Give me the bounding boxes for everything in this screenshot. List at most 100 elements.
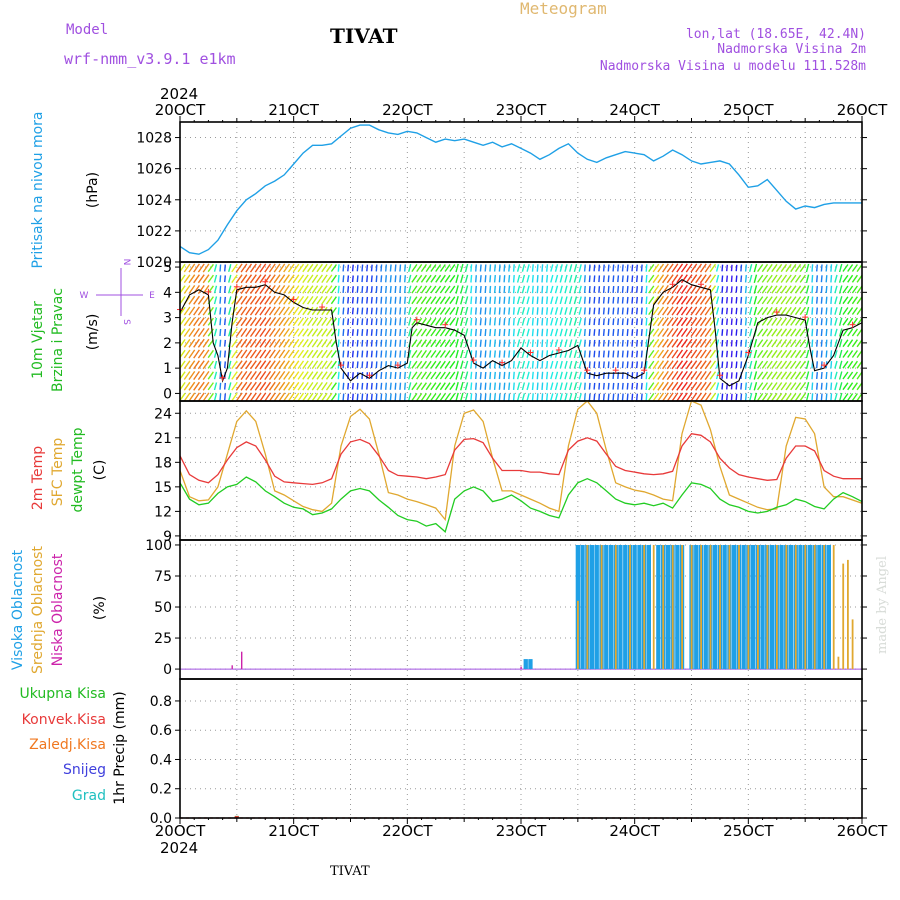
cloud-ytick-label: 100 xyxy=(145,538,172,554)
wind-barb xyxy=(578,393,582,401)
x-tick-label-bottom: 26OCT xyxy=(837,822,888,840)
wind-barb xyxy=(617,350,620,358)
wind-barb xyxy=(805,296,810,305)
wind-barb xyxy=(287,360,295,370)
wind-barb xyxy=(612,275,615,283)
wind-barb xyxy=(648,339,655,348)
wind-barb xyxy=(375,286,378,293)
wind-barb xyxy=(404,350,406,358)
wind-barb xyxy=(489,350,492,358)
wind-barb xyxy=(785,317,792,326)
wind-barb xyxy=(554,296,559,305)
wind-barb xyxy=(785,392,792,402)
wind-barb xyxy=(607,329,610,336)
wind-barb xyxy=(325,306,333,316)
wind-barb xyxy=(799,382,806,391)
wind-barb xyxy=(744,296,747,304)
wind-barb xyxy=(321,285,328,294)
wind-barb xyxy=(564,264,568,272)
wind-barb xyxy=(416,339,423,348)
wind-barb xyxy=(278,317,286,327)
wind-barb xyxy=(676,328,684,337)
wind-barb xyxy=(685,274,693,284)
wind-barb xyxy=(278,349,286,359)
wind-barb xyxy=(416,274,423,283)
cloud-ytick-label: 0 xyxy=(163,662,172,678)
wind-barb xyxy=(730,372,733,379)
wind-barb xyxy=(460,339,464,348)
wind-barb xyxy=(503,296,506,304)
wind-barb xyxy=(297,360,305,370)
wind-barb xyxy=(740,307,743,315)
wind-barb xyxy=(249,392,257,402)
wind-barb xyxy=(245,328,253,337)
wind-barb xyxy=(715,382,720,391)
wind-barb xyxy=(578,328,582,337)
wind-barb xyxy=(321,349,328,359)
wind-barb xyxy=(766,371,773,380)
wind-barb xyxy=(775,317,783,326)
wind-barb xyxy=(671,263,679,273)
wind-barb xyxy=(842,360,849,369)
wind-barb xyxy=(847,285,854,294)
wind-barb xyxy=(690,306,698,316)
x-tick-label-bottom: 22OCT xyxy=(382,822,433,840)
wind-barb xyxy=(531,393,534,401)
wind-barb xyxy=(435,371,442,380)
wind-barb xyxy=(573,360,578,369)
wind-barb xyxy=(715,328,720,337)
wind-barb xyxy=(297,263,305,273)
wind-barb xyxy=(380,382,383,390)
wind-barb xyxy=(816,275,818,283)
wind-barb xyxy=(761,360,769,369)
wind-barb xyxy=(337,339,340,348)
wind-barb xyxy=(811,307,814,315)
wind-barb xyxy=(202,274,210,284)
wind-barb xyxy=(493,393,496,401)
low-cloud-bar xyxy=(241,651,243,670)
wind-barb xyxy=(249,327,257,338)
wind-barb xyxy=(475,285,477,294)
wind-barb xyxy=(695,381,703,391)
wind-barb xyxy=(685,306,693,316)
wind-barb xyxy=(375,318,378,326)
wind-barb xyxy=(771,382,778,391)
wind-barb xyxy=(811,296,814,304)
wind-barb xyxy=(193,328,200,337)
wind-barb xyxy=(695,338,703,348)
wind-barb xyxy=(404,307,406,315)
wind-barb xyxy=(541,382,544,390)
wind-barb xyxy=(820,318,823,326)
wind-barb xyxy=(685,360,693,370)
wind-barb xyxy=(715,285,720,294)
wind-barb xyxy=(593,318,596,326)
wind-barb xyxy=(394,307,397,315)
wind-barb xyxy=(470,274,473,283)
wind-barb xyxy=(740,264,743,272)
wind-barb xyxy=(709,381,717,391)
wind-barb xyxy=(213,285,218,294)
wind-barb xyxy=(259,317,267,327)
wind-barb xyxy=(617,307,620,315)
wind-barb xyxy=(503,264,506,272)
wind-barb xyxy=(224,296,226,304)
wind-barb xyxy=(219,328,222,337)
wind-barb xyxy=(439,339,446,348)
wind-barb xyxy=(435,285,442,294)
mid-cloud-bar xyxy=(813,545,816,670)
wind-barb xyxy=(744,264,747,272)
wind-barb xyxy=(316,381,323,391)
wind-barb xyxy=(188,306,196,316)
wind-barb xyxy=(631,329,634,336)
wind-barb xyxy=(302,295,309,305)
wind-barb xyxy=(516,382,521,391)
wind-barb xyxy=(536,371,539,380)
wind-barb xyxy=(394,328,397,337)
wind-barb xyxy=(240,381,248,391)
wind-barb xyxy=(385,275,387,283)
wind-barb xyxy=(316,328,323,337)
wind-barb xyxy=(583,350,586,358)
wind-barb xyxy=(498,393,501,401)
wind-barb xyxy=(361,372,364,379)
wind-barb xyxy=(337,382,340,391)
